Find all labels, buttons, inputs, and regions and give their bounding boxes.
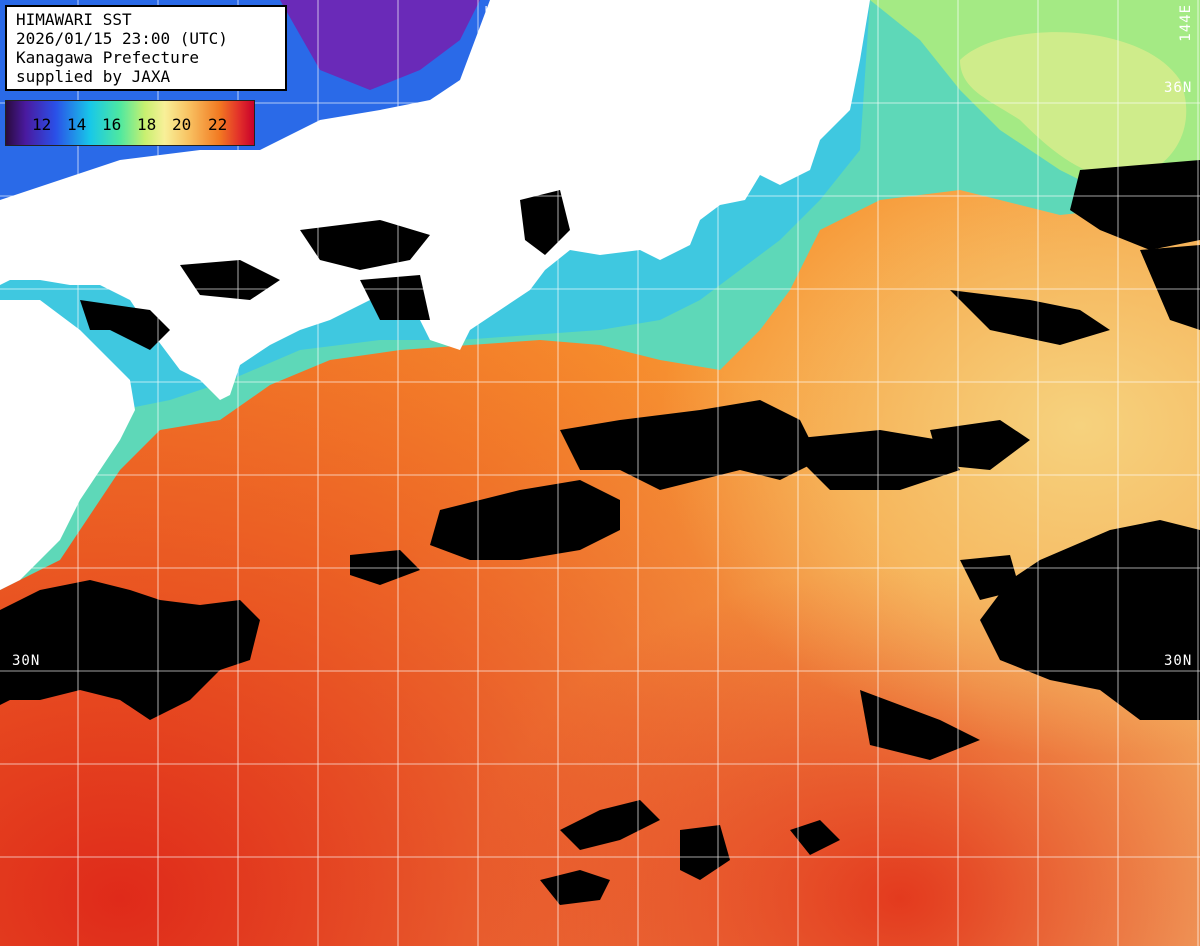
lat-label-36n: 36N — [1164, 80, 1193, 96]
scale-tick-16: 16 — [102, 115, 122, 134]
region-text: Kanagawa Prefecture — [16, 48, 200, 67]
timestamp-text: 2026/01/15 23:00 (UTC) — [16, 29, 228, 48]
purple-coldest — [280, 0, 480, 90]
lon-label-136e: 136E — [484, 4, 500, 42]
credit-text: supplied by JAXA — [16, 67, 171, 86]
land-honshu — [0, 0, 870, 400]
title-text: HIMAWARI SST — [16, 10, 132, 29]
lat-label-35: 35 — [10, 372, 29, 388]
info-panel: HIMAWARI SST 2026/01/15 23:00 (UTC) Kana… — [5, 5, 287, 91]
yellow-green-eddy — [960, 32, 1187, 180]
scale-tick-22: 22 — [208, 115, 228, 134]
land-kyushu — [0, 300, 135, 590]
scale-tick-14: 14 — [67, 115, 87, 134]
scale-tick-12: 12 — [32, 115, 52, 134]
lat-label-30n-left: 30N — [12, 653, 41, 669]
scale-tick-18: 18 — [137, 115, 157, 134]
lon-label-144e: 144E — [1178, 4, 1194, 42]
lat-label-30n-right: 30N — [1164, 653, 1193, 669]
scale-tick-20: 20 — [172, 115, 192, 134]
temperature-scale: 12 14 16 18 20 22 — [5, 100, 255, 146]
